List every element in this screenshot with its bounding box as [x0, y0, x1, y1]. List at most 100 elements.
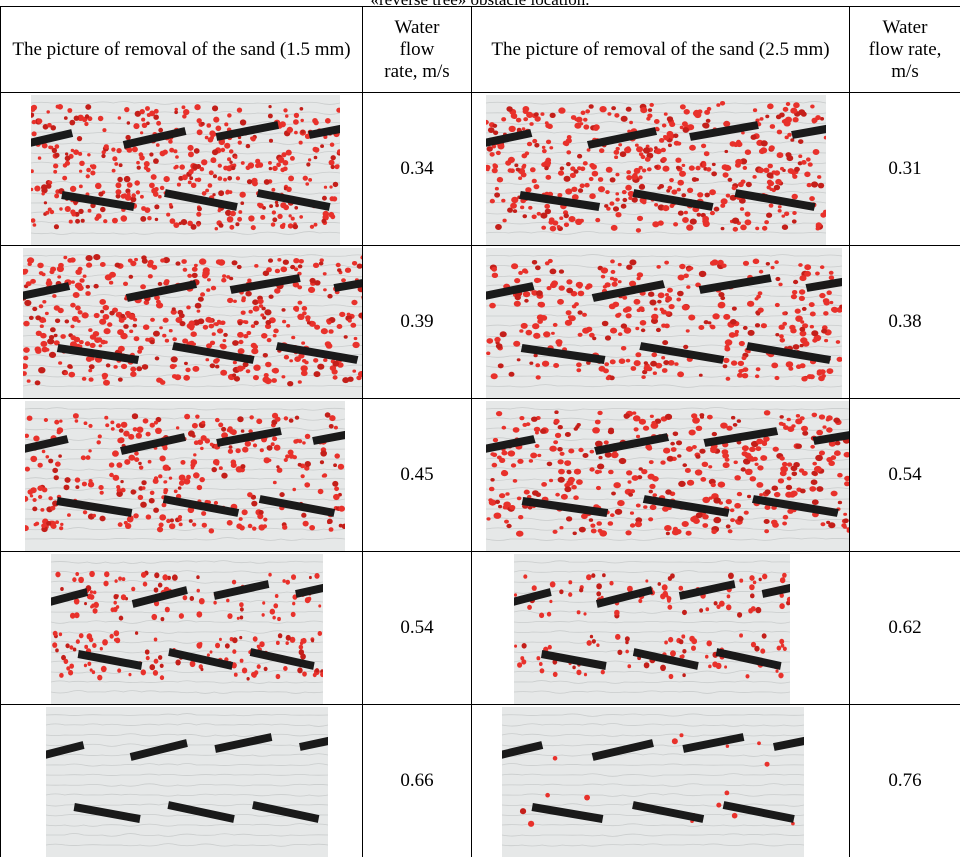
sand-grain: [689, 430, 696, 436]
sand-grain: [521, 165, 526, 169]
sand-grain: [187, 145, 193, 151]
sand-grain: [779, 639, 784, 644]
sand-grain: [753, 259, 760, 265]
sand-grain: [536, 290, 543, 296]
sand-grain: [576, 479, 583, 485]
sand-grain: [777, 152, 784, 158]
sand-grain: [625, 306, 632, 312]
sand-grain: [273, 329, 279, 334]
sand-grain: [40, 324, 44, 328]
sand-grain: [538, 302, 545, 308]
sand-grain: [765, 762, 770, 767]
sand-grain: [577, 423, 581, 427]
sand-grain: [579, 527, 586, 533]
sand-grain: [194, 148, 200, 154]
sand-grain: [175, 155, 179, 159]
sand-grain: [82, 312, 89, 318]
sand-grain: [337, 268, 341, 272]
sand-grain: [293, 258, 299, 263]
sand-grain: [625, 641, 628, 645]
sand-grain: [253, 375, 259, 380]
sand-grain: [248, 162, 254, 168]
sand-grain: [52, 468, 58, 473]
sand-grain: [535, 363, 540, 367]
sand-grain: [207, 318, 213, 323]
sand-grain: [708, 321, 712, 324]
sand-grain: [651, 352, 657, 357]
sand-grain: [682, 304, 689, 310]
sand-grain: [695, 455, 700, 459]
sand-grain: [64, 485, 70, 491]
sand-grain: [142, 486, 146, 490]
sand-grain: [321, 219, 326, 224]
sand-grain: [614, 610, 620, 616]
sand-grain: [642, 169, 647, 173]
sand-grain: [109, 634, 113, 639]
sand-grain: [138, 495, 144, 500]
sand-grain: [164, 480, 167, 483]
sand-grain: [179, 475, 186, 481]
sand-grain: [150, 340, 155, 344]
sand-grain: [822, 425, 826, 428]
sand-grain: [267, 445, 273, 451]
sand-grain: [615, 198, 620, 202]
sand-grain: [576, 670, 581, 676]
sand-grain: [667, 596, 672, 601]
sand-grain: [751, 642, 756, 648]
sand-grain: [619, 358, 626, 364]
sand-grain: [244, 320, 248, 324]
sand-grain: [32, 498, 36, 502]
sand-grain: [721, 264, 726, 268]
sand-grain: [54, 420, 59, 425]
sand-grain: [190, 596, 195, 601]
sand-grain: [626, 359, 631, 363]
sand-grain: [200, 668, 203, 671]
sand-grain: [38, 156, 42, 159]
sand-grain: [682, 649, 686, 654]
sand-grain: [616, 147, 620, 151]
sand-grain: [662, 124, 667, 128]
sand-grain: [219, 223, 224, 228]
sand-grain: [775, 669, 778, 672]
sand-grain: [762, 633, 767, 638]
sand-grain: [597, 411, 602, 415]
sand-grain: [52, 148, 57, 153]
sand-grain: [688, 315, 695, 321]
sand-grain: [610, 259, 615, 263]
sand-grain: [131, 587, 135, 592]
sand-grain: [310, 225, 314, 229]
sand-grain: [601, 670, 605, 675]
sand-grain: [820, 369, 826, 374]
sand-grain: [113, 365, 117, 369]
sand-grain: [192, 523, 196, 527]
sand-grain: [206, 123, 211, 128]
sand-grain: [728, 178, 733, 182]
sand-grain: [789, 325, 795, 330]
sand-grain: [778, 478, 784, 483]
sand-grain: [831, 491, 838, 497]
sand-grain: [726, 524, 731, 528]
sand-grain: [90, 171, 95, 176]
sand-grain: [793, 344, 800, 350]
sand-grain: [707, 415, 713, 420]
sand-grain: [223, 166, 228, 171]
sand-grain: [625, 650, 628, 654]
sand-grain: [196, 642, 202, 648]
sand-grain: [46, 184, 51, 189]
sand-grain: [702, 523, 708, 528]
sand-grain: [202, 523, 207, 528]
sand-grain: [807, 183, 812, 187]
sand-grain: [130, 367, 136, 372]
sand-grain: [188, 181, 192, 185]
sand-grain: [129, 314, 136, 320]
sand-grain: [87, 153, 91, 156]
sand-grain: [548, 259, 553, 263]
sand-grain: [661, 356, 665, 359]
sand-grain: [180, 460, 185, 465]
sand-grain: [751, 135, 757, 140]
sand-grain: [745, 212, 751, 217]
sand-grain: [747, 301, 754, 307]
sand-grain: [676, 440, 682, 445]
sand-grain: [818, 183, 824, 189]
sand-grain: [276, 163, 281, 168]
